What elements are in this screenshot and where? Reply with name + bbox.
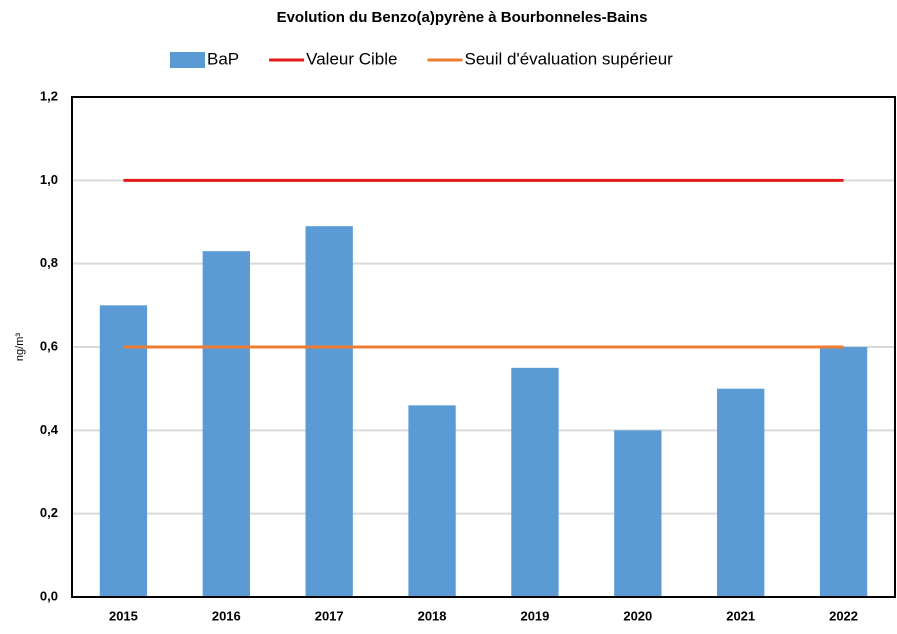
x-tick-label: 2022 — [829, 608, 858, 623]
bar — [202, 251, 250, 597]
y-tick-label: 0,8 — [40, 255, 58, 270]
bar — [614, 430, 662, 597]
y-tick-label: 0,6 — [40, 338, 58, 353]
bar — [305, 226, 353, 597]
bar — [819, 347, 868, 597]
bar — [99, 305, 148, 597]
legend-swatch — [170, 52, 205, 68]
bar — [408, 405, 456, 597]
x-tick-label: 2016 — [212, 608, 241, 623]
legend-label: BaP — [207, 49, 239, 68]
y-tick-label: 1,2 — [40, 88, 58, 103]
y-axis-label: ng/m³ — [14, 333, 26, 361]
plot-frame — [71, 96, 896, 598]
chart-title: Evolution du Benzo(a)pyrène à Bourbonnel… — [277, 9, 648, 26]
y-tick-label: 0,4 — [40, 422, 59, 437]
legend-label: Valeur Cible — [306, 49, 397, 68]
bar — [717, 388, 765, 597]
x-tick-label: 2017 — [315, 608, 344, 623]
bar — [511, 367, 559, 597]
x-tick-label: 2020 — [623, 608, 652, 623]
x-tick-label: 2018 — [418, 608, 447, 623]
y-tick-label: 1,0 — [40, 172, 58, 187]
x-tick-label: 2019 — [520, 608, 549, 623]
y-tick-label: 0,0 — [40, 588, 58, 603]
y-tick-label: 0,2 — [40, 505, 58, 520]
x-tick-label: 2021 — [726, 608, 755, 623]
x-tick-label: 2015 — [109, 608, 138, 623]
legend-label: Seuil d'évaluation supérieur — [464, 49, 673, 68]
